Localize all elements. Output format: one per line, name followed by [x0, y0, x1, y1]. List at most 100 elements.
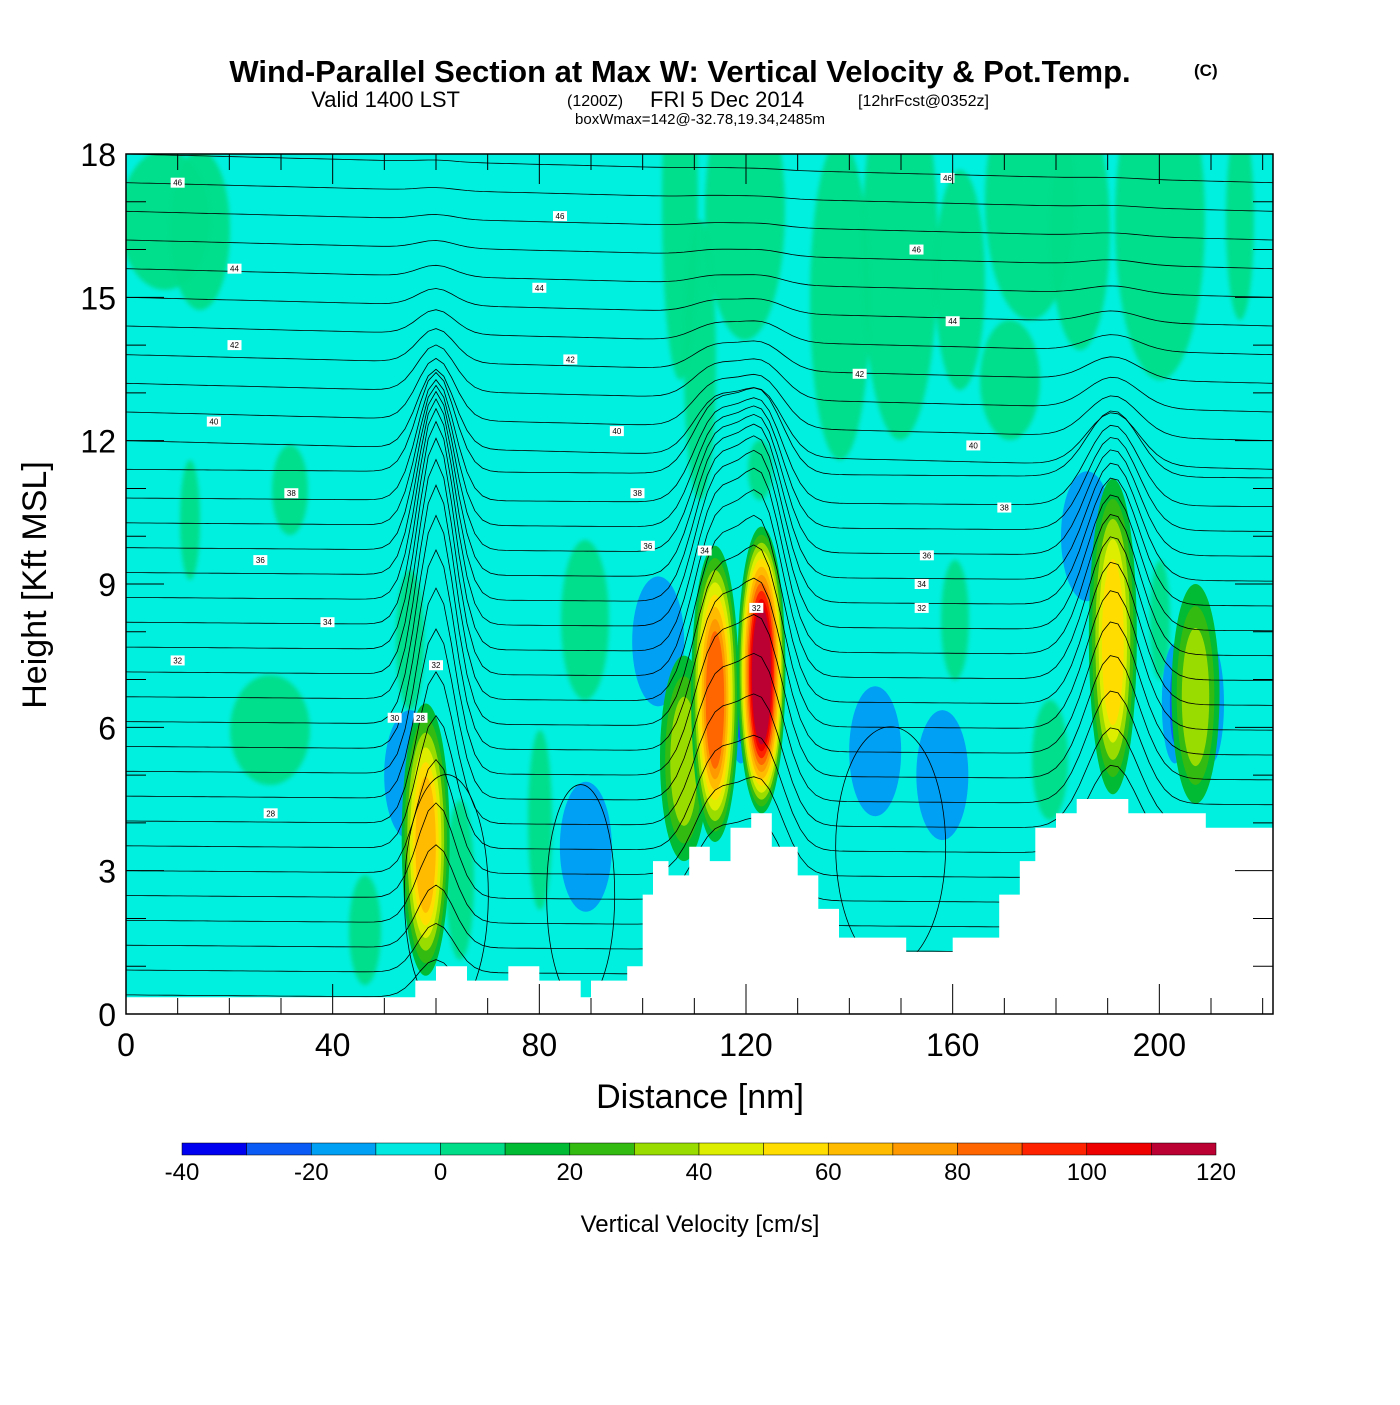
valid-utc: (1200Z) — [567, 93, 623, 110]
boxwmax-label: boxWmax=142@-32.78,19.34,2485m — [575, 111, 825, 128]
colorbar-swatch — [763, 1142, 829, 1156]
theta-contour — [126, 390, 1273, 557]
contour-label: 42 — [852, 368, 867, 379]
contour-label: 32 — [170, 655, 185, 666]
weak-updraft-patch — [810, 154, 870, 460]
contour-label-text: 38 — [287, 489, 296, 498]
contour-label: 42 — [227, 340, 242, 351]
weak-updraft-patch — [230, 675, 310, 785]
theta-contour — [126, 384, 1273, 532]
contour-label: 46 — [170, 177, 185, 188]
theta-contour — [126, 587, 1273, 781]
contour-label-text: 36 — [256, 556, 265, 565]
x-tick-label: 0 — [117, 1027, 135, 1063]
weak-updraft-patch — [528, 730, 552, 910]
y-tick-label: 9 — [98, 567, 116, 603]
theta-contour — [1257, 154, 1273, 155]
contour-label-box — [940, 172, 955, 183]
theta-contour — [126, 182, 1273, 212]
colorbar-swatch — [892, 1142, 958, 1156]
contour-label-text: 42 — [230, 341, 239, 350]
contour-label-box — [919, 550, 934, 561]
downdraft-cell — [559, 781, 612, 912]
updraft-band — [415, 776, 436, 913]
colorbar-title: Vertical Velocity [cm/s] — [581, 1211, 820, 1238]
contour-label-box — [997, 502, 1012, 513]
updraft-cells — [401, 478, 1220, 976]
contour-label: 30 — [387, 712, 402, 723]
contour-label-box — [387, 712, 402, 723]
contour-label-text: 40 — [612, 427, 621, 436]
theta-contour — [126, 309, 1273, 356]
contour-label-text: 44 — [535, 284, 544, 293]
weak-updraft-patch — [180, 460, 200, 580]
weak-updraft-patch — [862, 154, 938, 440]
copyright-mark: (C) — [1194, 61, 1218, 80]
y-tick-label: 12 — [80, 424, 116, 460]
contour-label: 42 — [563, 354, 578, 365]
contour-label: 36 — [919, 550, 934, 561]
y-tick-label: 18 — [80, 137, 116, 173]
contour-label: 34 — [697, 545, 712, 556]
contour-label: 28 — [413, 712, 428, 723]
contour-label: 46 — [940, 172, 955, 183]
theta-contour-loop — [403, 774, 489, 1014]
contour-label: 32 — [914, 602, 929, 613]
theta-contour — [126, 420, 1273, 632]
contour-label-text: 44 — [948, 317, 957, 326]
contour-label-box — [320, 617, 335, 628]
updraft-band — [753, 614, 770, 738]
colorbar-swatch — [1151, 1142, 1217, 1156]
contour-label: 32 — [429, 660, 443, 671]
y-axis-title: Height [Kft MSL] — [16, 461, 54, 709]
x-tick-label: 160 — [926, 1027, 979, 1063]
colorbar-swatch — [1021, 1142, 1087, 1156]
contour-label: 32 — [749, 602, 764, 613]
contour-label-text: 42 — [566, 355, 575, 364]
weak-updraft-patch — [126, 154, 210, 290]
weak-updraft-patch — [1150, 560, 1170, 680]
contour-label-text: 46 — [173, 179, 182, 188]
contour-label-box — [429, 660, 443, 671]
colorbar-swatch — [375, 1142, 441, 1156]
contour-label-box — [170, 655, 185, 666]
contour-label: 40 — [609, 426, 624, 437]
contour-label-box — [263, 808, 278, 819]
contour-label: 46 — [909, 244, 924, 255]
theta-contour — [126, 549, 1273, 756]
contour-label-text: 34 — [323, 618, 332, 627]
theta-contour — [126, 154, 1273, 184]
colorbar-swatch — [698, 1142, 764, 1156]
contour-label-box — [914, 579, 929, 589]
downdraft-cell — [916, 710, 969, 841]
theta-contour — [126, 458, 1273, 681]
contour-label-box — [284, 488, 299, 499]
weak-updraft-patch — [446, 800, 474, 960]
colorbar-swatch — [634, 1142, 700, 1156]
colorbar-swatch — [181, 1142, 247, 1156]
contour-label-box — [749, 602, 764, 613]
contour-label-box — [630, 488, 645, 499]
contour-label: 44 — [945, 316, 960, 327]
theta-contour — [126, 398, 1273, 582]
theta-contour — [126, 371, 1273, 479]
colorbar-swatch — [440, 1142, 506, 1156]
x-tick-label: 120 — [719, 1027, 772, 1063]
x-axis-title: Distance [nm] — [596, 1078, 804, 1116]
contour-label-box — [640, 540, 655, 551]
updraft-band — [705, 631, 725, 769]
valid-date: FRI 5 Dec 2014 — [650, 87, 804, 112]
contour-label-box — [532, 282, 547, 293]
contour-label-text: 30 — [390, 714, 399, 723]
weak-updraft-patch — [935, 170, 985, 390]
colorbar-swatch — [311, 1142, 377, 1156]
colorbar-tick-label: 40 — [686, 1159, 713, 1186]
theta-contour — [126, 264, 1273, 298]
contour-label-text: 34 — [700, 547, 709, 556]
theta-contour — [126, 357, 1273, 442]
forecast-label: [12hrFcst@0352z] — [858, 93, 989, 110]
theta-contour — [126, 239, 1273, 270]
weak-updraft-patch — [748, 440, 772, 500]
